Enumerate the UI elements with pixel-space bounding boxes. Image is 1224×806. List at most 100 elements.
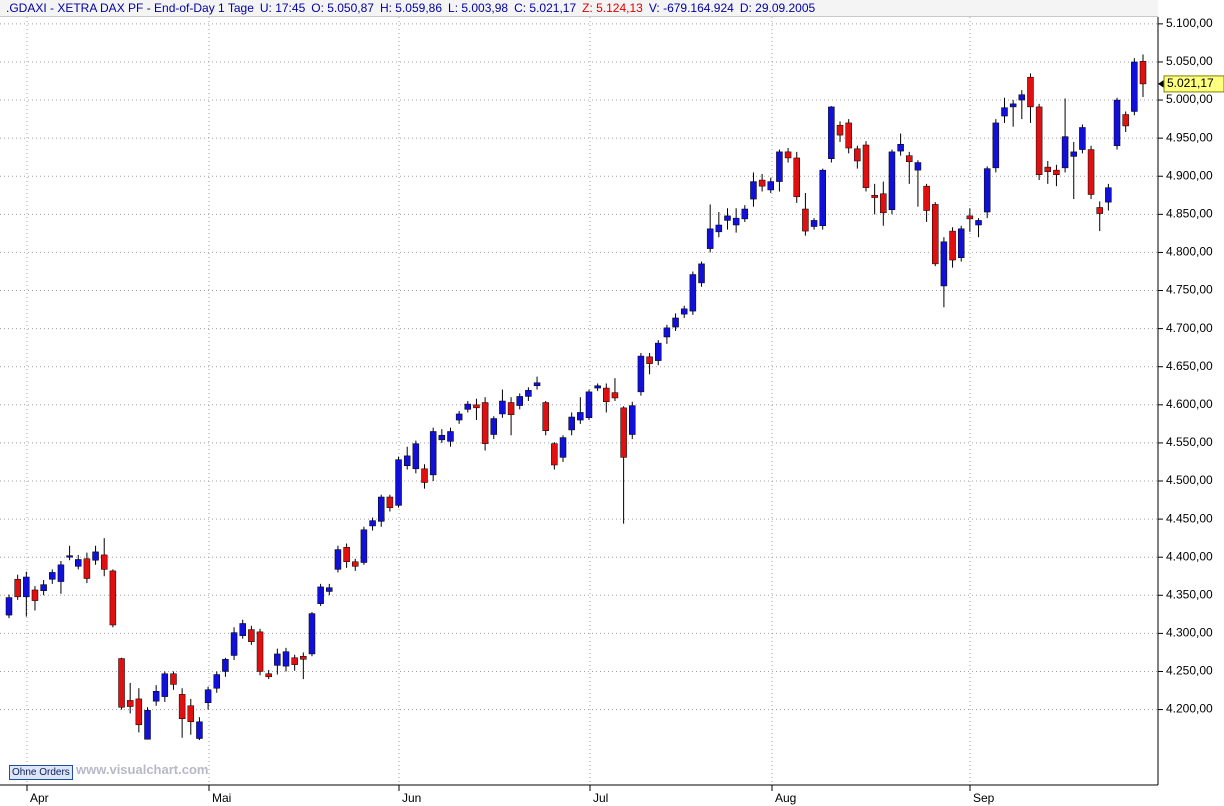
candle-body xyxy=(698,263,705,284)
candle-body xyxy=(100,554,108,570)
candle-body xyxy=(14,579,21,598)
candle-body xyxy=(369,520,376,527)
header-field: U: 17:45 xyxy=(259,1,306,15)
y-tick-label: 4.250,00 xyxy=(1166,664,1213,678)
candle-body xyxy=(118,658,125,708)
candle-body xyxy=(256,631,264,672)
candle-body xyxy=(1113,99,1121,147)
candle-body xyxy=(750,181,757,200)
candle-body xyxy=(170,673,177,685)
candle-body xyxy=(308,613,316,655)
candle-body xyxy=(585,391,593,419)
candle-body xyxy=(1044,166,1052,172)
candle-body xyxy=(152,691,160,702)
y-tick-label: 4.550,00 xyxy=(1166,435,1213,449)
candle-body xyxy=(49,572,56,580)
candle-body xyxy=(455,413,463,421)
y-tick-label: 4.400,00 xyxy=(1166,549,1213,563)
candle-body xyxy=(239,623,246,636)
candle-body xyxy=(438,435,446,441)
candle-body xyxy=(516,396,523,406)
candle-body xyxy=(620,407,627,458)
candle-body xyxy=(490,418,498,435)
y-tick-label: 4.700,00 xyxy=(1166,321,1213,335)
candle-body xyxy=(828,106,835,159)
candle-body xyxy=(274,653,281,666)
y-tick-label: 4.350,00 xyxy=(1166,587,1213,601)
y-tick-label: 4.450,00 xyxy=(1166,511,1213,525)
candle-body xyxy=(187,705,195,723)
candle-body xyxy=(525,390,532,397)
candle-body xyxy=(1070,151,1077,157)
orders-button[interactable]: Ohne Orders xyxy=(9,765,73,780)
candle-body xyxy=(213,674,221,689)
candle-body xyxy=(222,659,229,672)
y-tick-label: 4.600,00 xyxy=(1166,397,1213,411)
candle-body xyxy=(931,204,939,265)
candle-body xyxy=(975,220,982,226)
candle-body xyxy=(914,162,922,171)
candle-body xyxy=(403,455,411,467)
candle-body xyxy=(481,402,489,444)
candle-body xyxy=(983,168,991,213)
candle-body xyxy=(654,342,662,361)
candle-body xyxy=(940,241,948,287)
candle-body xyxy=(732,217,740,226)
candle-body xyxy=(135,698,143,726)
candle-body xyxy=(360,529,368,563)
candle-body xyxy=(196,721,203,739)
candle-body xyxy=(646,356,653,364)
y-tick-label: 4.850,00 xyxy=(1166,207,1213,221)
candle-body xyxy=(377,496,385,522)
candle-body xyxy=(57,564,65,582)
candle-body xyxy=(1139,61,1147,85)
candle-body xyxy=(447,431,454,442)
candle-body xyxy=(871,195,878,198)
candle-body xyxy=(282,651,290,667)
candle-body xyxy=(507,402,515,415)
candle-body xyxy=(1009,103,1017,108)
y-tick-label: 4.900,00 xyxy=(1166,168,1213,182)
candle-body xyxy=(464,403,472,410)
candle-body xyxy=(178,694,186,719)
y-tick-label: 4.950,00 xyxy=(1166,130,1213,144)
candle-body xyxy=(23,576,30,598)
candle-body xyxy=(715,224,723,233)
candle-body xyxy=(1001,107,1008,117)
watermark: www.visualchart.com xyxy=(76,762,209,777)
candle-body xyxy=(784,151,792,159)
candle-body xyxy=(880,193,887,214)
candle-body xyxy=(706,228,714,249)
candle-body xyxy=(1053,169,1060,175)
candle-body xyxy=(810,220,818,227)
candle-body xyxy=(265,673,272,678)
candle-body xyxy=(144,710,151,740)
candle-body xyxy=(559,437,567,458)
x-tick-label: Sep xyxy=(973,791,995,805)
x-tick-label: Jun xyxy=(402,791,421,805)
header-field: H: 5.059,86 xyxy=(379,1,443,15)
y-tick-label: 4.200,00 xyxy=(1166,702,1213,716)
y-tick-label: 5.000,00 xyxy=(1166,92,1213,106)
candle-body xyxy=(611,392,619,399)
candle-body xyxy=(1061,136,1069,169)
candle-body xyxy=(533,382,541,387)
candle-body xyxy=(802,208,809,232)
candle-body xyxy=(1122,114,1129,127)
candle-body xyxy=(906,155,913,163)
candle-body xyxy=(957,228,965,259)
candle-body xyxy=(568,416,575,431)
candle-body xyxy=(5,597,13,616)
candle-body xyxy=(40,584,47,591)
candle-body xyxy=(92,551,99,561)
candle-body xyxy=(629,405,636,435)
candle-body xyxy=(1087,149,1095,195)
candle-body xyxy=(1079,127,1086,150)
candle-body xyxy=(1027,76,1034,108)
candle-body xyxy=(758,179,766,187)
x-tick-label: Apr xyxy=(30,791,49,805)
last-price-pointer xyxy=(1158,79,1164,88)
header-field: V: -679.164.924 xyxy=(648,1,734,15)
y-tick-label: 4.300,00 xyxy=(1166,626,1213,640)
x-tick-label: Mai xyxy=(212,791,231,805)
